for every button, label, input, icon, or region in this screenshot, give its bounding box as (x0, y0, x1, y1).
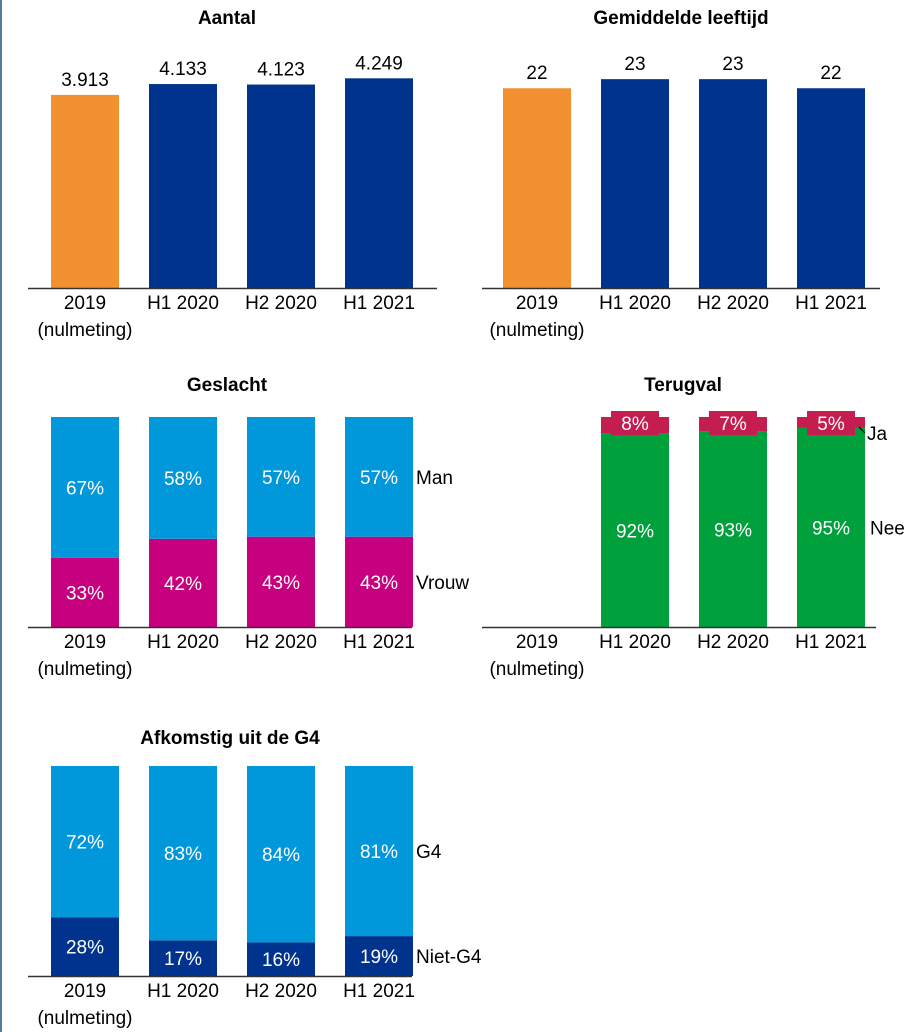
terugval-legend-ja-leader (858, 426, 866, 434)
g4-niet-g4-bar-3 (345, 936, 413, 976)
geslacht-legend-vrouw: Vrouw (416, 573, 469, 594)
leeftijd-value-label-3: 22 (820, 63, 841, 84)
leeftijd-category-label-3: H1 2021 (795, 293, 867, 314)
g4-niet-g4-label-1: 17% (164, 949, 202, 970)
geslacht-title: Geslacht (187, 375, 268, 396)
aantal-value-label-1: 4.133 (159, 59, 207, 80)
g4-g4-label-3: 81% (360, 842, 398, 863)
leeftijd-category-label-0: 2019 (516, 293, 558, 314)
aantal-category-label-0: 2019 (64, 293, 106, 314)
g4-category-label-1: H1 2020 (147, 981, 219, 1002)
g4-g4-bar-0 (51, 766, 119, 918)
leeftijd-bar-0 (503, 88, 571, 289)
geslacht-category-label-0-line2: (nulmeting) (37, 659, 132, 680)
g4-category-label-0-line2: (nulmeting) (37, 1008, 132, 1029)
geslacht-man-label-3: 57% (360, 468, 398, 489)
aantal-bar-1 (149, 84, 217, 288)
aantal-value-label-2: 4.123 (257, 60, 305, 81)
terugval-legend-ja: Ja (867, 424, 888, 445)
geslacht-vrouw-bar-2 (247, 536, 315, 627)
geslacht-category-label-3: H1 2021 (343, 632, 415, 653)
geslacht-man-bar-3 (345, 417, 413, 537)
geslacht-category-label-2: H2 2020 (245, 632, 317, 653)
geslacht-man-label-1: 58% (164, 469, 202, 490)
terugval-ja-label-box-3 (807, 411, 855, 435)
terugval-nee-bar-1 (601, 433, 669, 627)
leeftijd-category-label-1: H1 2020 (599, 293, 671, 314)
leeftijd-category-label-2: H2 2020 (697, 293, 769, 314)
geslacht-man-bar-0 (51, 417, 119, 558)
leeftijd-bar-2 (699, 79, 767, 288)
terugval-category-label-0: 2019 (516, 632, 558, 653)
terugval-nee-label-1: 92% (616, 521, 654, 542)
geslacht-vrouw-label-1: 42% (164, 574, 202, 595)
aantal-value-label-0: 3.913 (61, 70, 109, 91)
g4-g4-bar-3 (345, 766, 413, 937)
terugval-category-label-0-line2: (nulmeting) (489, 659, 584, 680)
terugval-legend-nee: Nee (870, 518, 905, 539)
g4-g4-label-1: 83% (164, 844, 202, 865)
geslacht-man-bar-1 (149, 417, 217, 539)
g4-title: Afkomstig uit de G4 (140, 728, 320, 749)
g4-niet-g4-label-2: 16% (262, 950, 300, 971)
aantal-value-label-3: 4.249 (355, 53, 403, 74)
aantal-category-label-1: H1 2020 (147, 293, 219, 314)
aantal-category-label-2: H2 2020 (245, 293, 317, 314)
g4-category-label-0: 2019 (64, 981, 106, 1002)
g4-category-label-2: H2 2020 (245, 981, 317, 1002)
g4-g4-label-0: 72% (66, 833, 104, 854)
g4-g4-label-2: 84% (262, 845, 300, 866)
g4-niet-g4-bar-1 (149, 940, 217, 976)
g4-legend-g4: G4 (416, 842, 442, 863)
geslacht-vrouw-bar-1 (149, 538, 217, 627)
geslacht-man-label-2: 57% (262, 468, 300, 489)
terugval-nee-bar-2 (699, 431, 767, 627)
g4-g4-bar-2 (247, 766, 315, 943)
leeftijd-category-label-0-line2: (nulmeting) (489, 320, 584, 341)
terugval-ja-label-1: 8% (621, 414, 649, 435)
terugval-nee-label-3: 95% (812, 518, 850, 539)
aantal-bar-2 (247, 84, 315, 288)
g4-category-label-3: H1 2021 (343, 981, 415, 1002)
terugval-title: Terugval (644, 375, 722, 396)
aantal-category-label-3: H1 2021 (343, 293, 415, 314)
geslacht-man-bar-2 (247, 417, 315, 537)
aantal-bar-0 (51, 94, 119, 289)
leeftijd-bar-3 (797, 88, 865, 289)
leeftijd-value-label-1: 23 (624, 54, 645, 75)
terugval-ja-label-box-1 (611, 411, 659, 435)
aantal-bar-3 (345, 78, 413, 288)
geslacht-vrouw-label-0: 33% (66, 583, 104, 604)
g4-niet-g4-bar-2 (247, 942, 315, 976)
leeftijd-bar-1 (601, 79, 669, 288)
geslacht-vrouw-bar-0 (51, 557, 119, 627)
geslacht-category-label-0: 2019 (64, 632, 106, 653)
g4-niet-g4-label-3: 19% (360, 947, 398, 968)
terugval-category-label-1: H1 2020 (599, 632, 671, 653)
geslacht-category-label-1: H1 2020 (147, 632, 219, 653)
terugval-category-label-3: H1 2021 (795, 632, 867, 653)
leeftijd-value-label-2: 23 (722, 54, 743, 75)
g4-niet-g4-label-0: 28% (66, 938, 104, 959)
terugval-nee-bar-3 (797, 427, 865, 627)
geslacht-legend-man: Man (416, 468, 453, 489)
terugval-ja-label-3: 5% (817, 414, 845, 435)
g4-legend-niet-g4: Niet-G4 (416, 947, 482, 968)
aantal-title: Aantal (198, 8, 256, 29)
geslacht-vrouw-label-2: 43% (262, 573, 300, 594)
g4-niet-g4-bar-0 (51, 917, 119, 976)
leeftijd-value-label-0: 22 (526, 63, 547, 84)
leeftijd-title: Gemiddelde leeftijd (593, 8, 768, 29)
terugval-ja-label-box-2 (709, 411, 757, 435)
g4-g4-bar-1 (149, 766, 217, 941)
terugval-category-label-2: H2 2020 (697, 632, 769, 653)
terugval-nee-label-2: 93% (714, 520, 752, 541)
geslacht-man-label-0: 67% (66, 478, 104, 499)
terugval-ja-label-2: 7% (719, 414, 747, 435)
geslacht-vrouw-label-3: 43% (360, 573, 398, 594)
aantal-category-label-0-line2: (nulmeting) (37, 320, 132, 341)
geslacht-vrouw-bar-3 (345, 536, 413, 627)
